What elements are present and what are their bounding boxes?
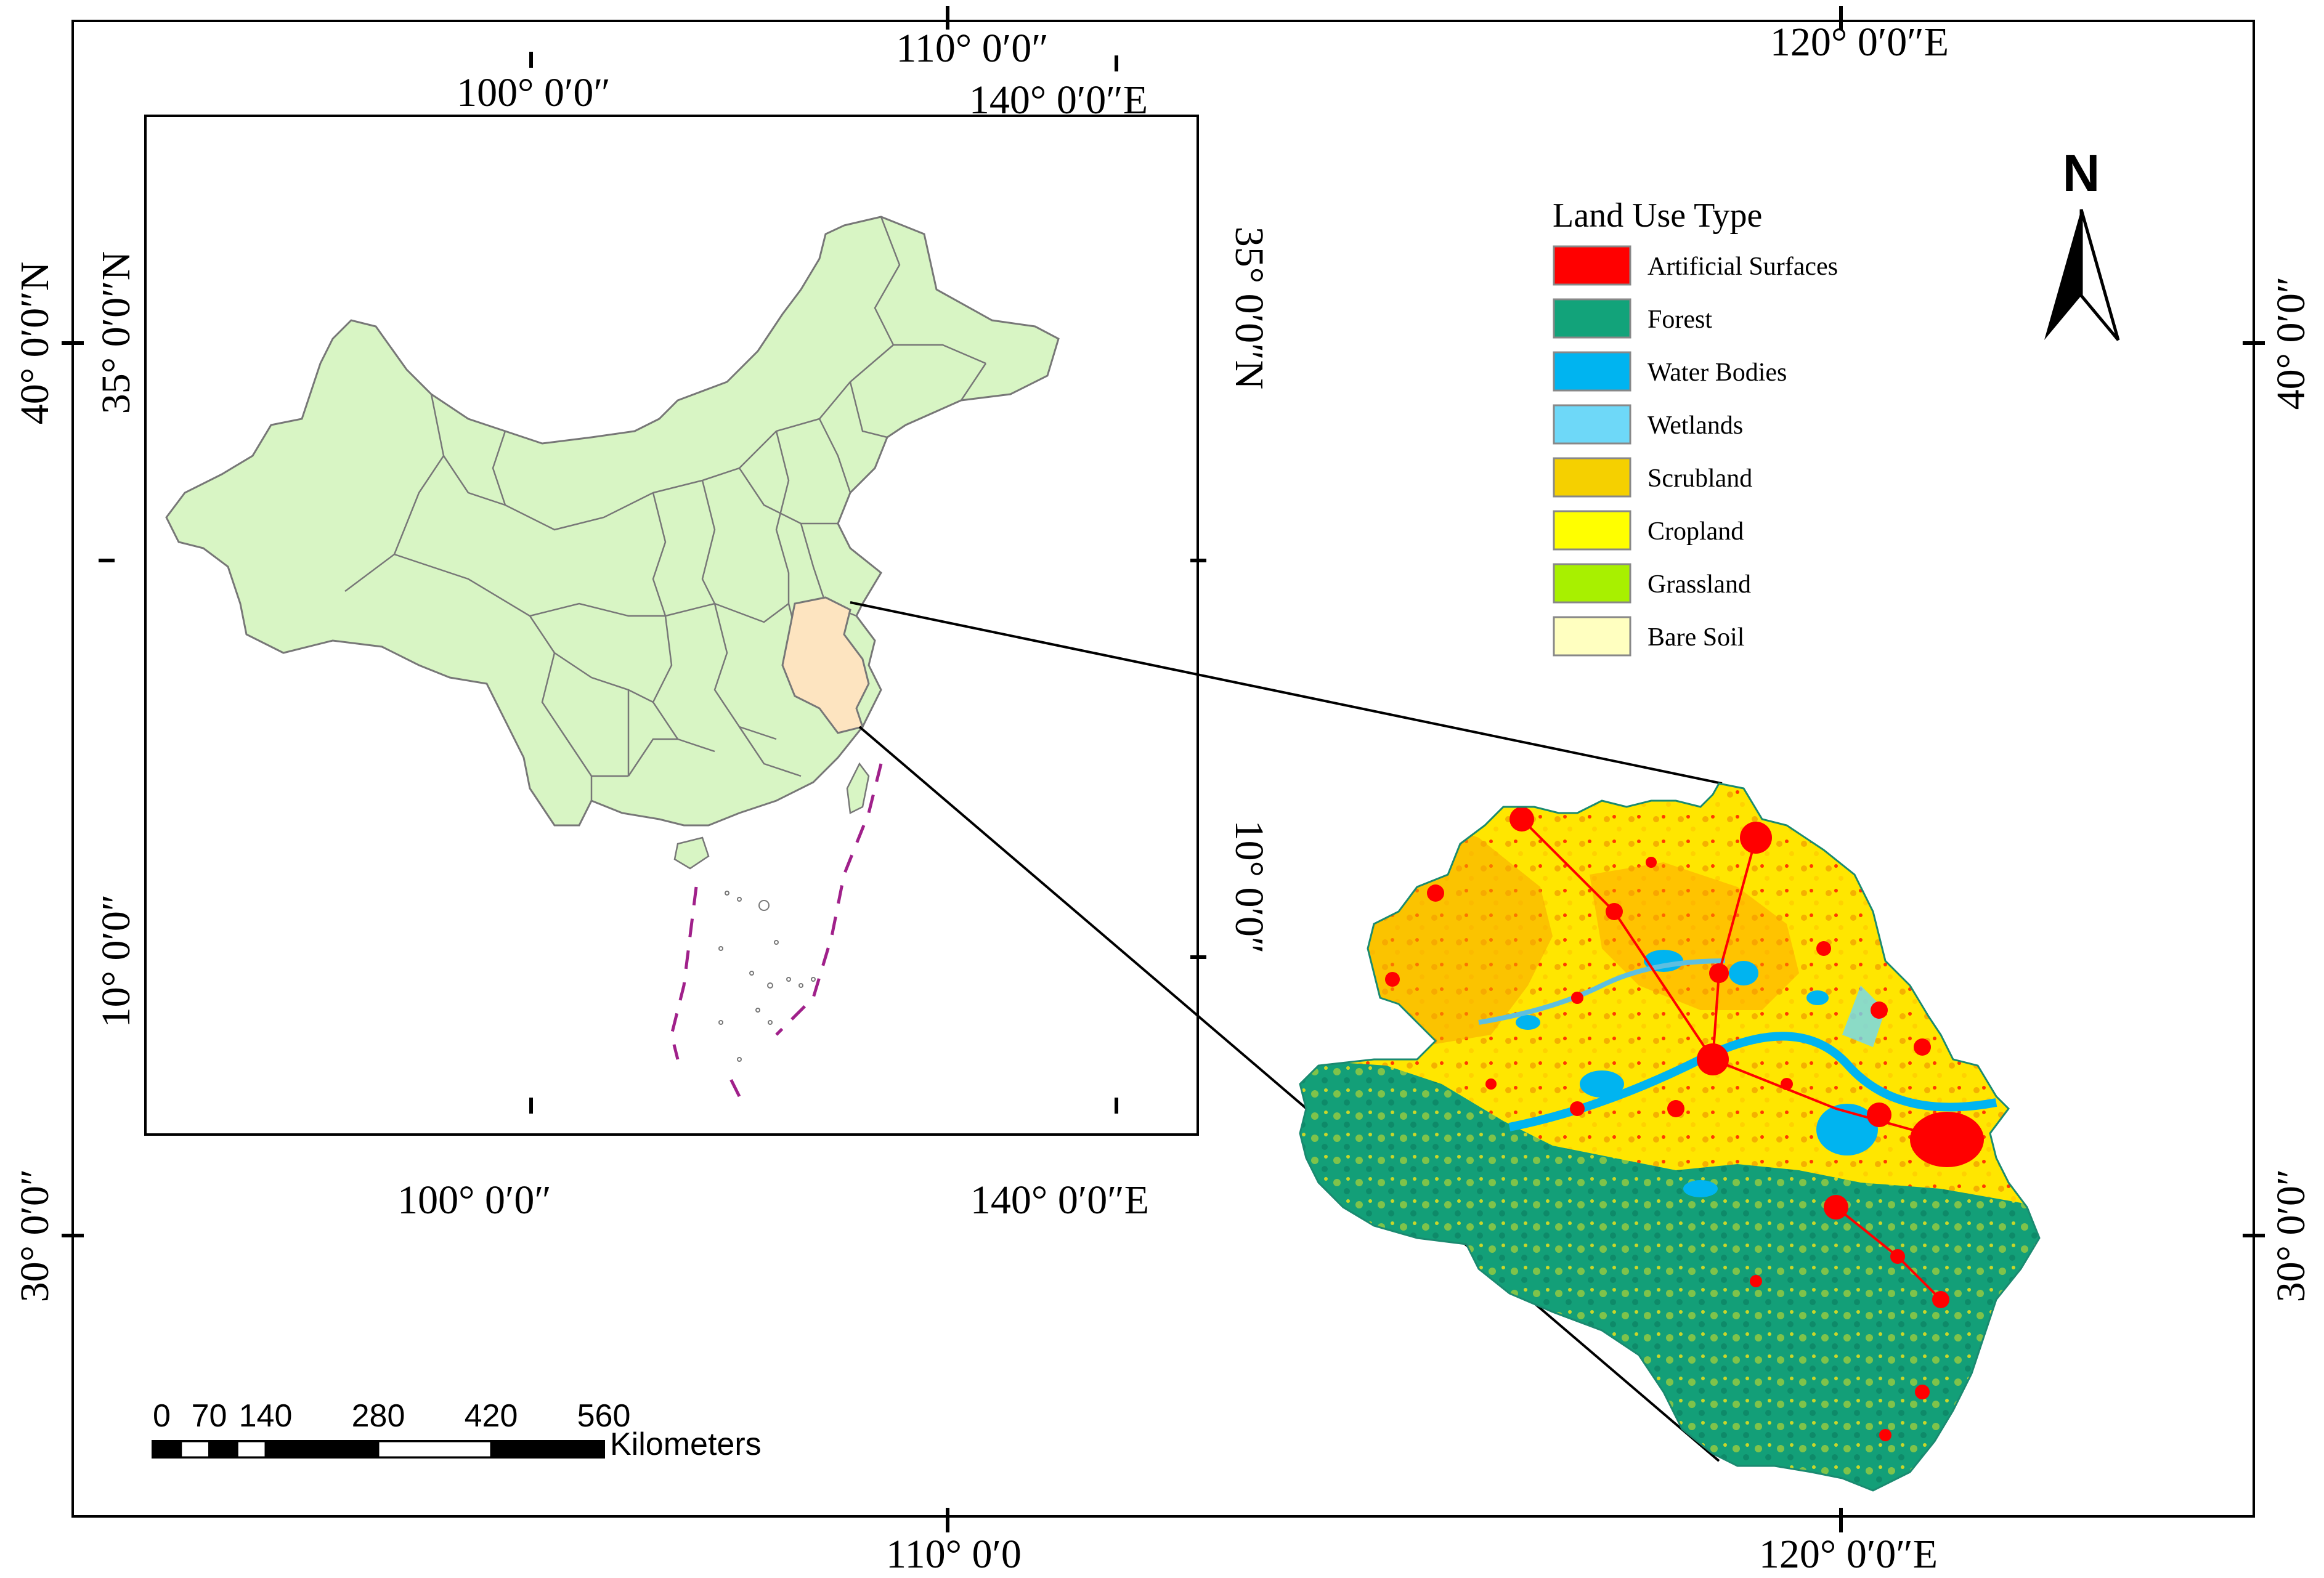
scale-bar-segment <box>180 1440 210 1459</box>
legend-label: Grassland <box>1648 570 1751 599</box>
scale-bar-segment <box>152 1440 182 1459</box>
scale-tick-label: 70 <box>192 1398 227 1434</box>
legend-label: Scrubland <box>1648 464 1752 493</box>
inset-right-label-10: 10° 0′0″ <box>1227 820 1272 954</box>
scale-tick-label: 560 <box>577 1398 631 1434</box>
scale-tick-label: 280 <box>352 1398 405 1434</box>
scale-bar-segment <box>236 1440 267 1459</box>
north-arrow-left-half <box>2044 209 2081 340</box>
inset-top-label-100: 100° 0′0″ <box>457 70 611 115</box>
outer-left-label-30: 30° 0′0″ <box>12 1169 57 1303</box>
legend-label: Water Bodies <box>1648 358 1787 387</box>
legend-swatch <box>1553 351 1631 392</box>
inset-right-label-35: 35° 0′0″N <box>1227 227 1272 389</box>
scale-tick-label: 420 <box>465 1398 518 1434</box>
inset-bottom-label-100: 100° 0′0″ <box>397 1178 551 1223</box>
outer-left-label-40: 40° 0′0″N <box>12 262 57 424</box>
legend-title: Land Use Type <box>1553 196 1762 235</box>
water-bodies-areas <box>1516 950 1878 1197</box>
scale-bar-segments <box>152 1440 605 1459</box>
scale-bar-segment <box>264 1440 380 1459</box>
scale-tick-label: 140 <box>239 1398 293 1434</box>
outer-map-frame <box>71 20 2255 1518</box>
scale-bar-tick-labels: 0 70 140 280 420 560 <box>153 1398 630 1434</box>
legend-label: Forest <box>1648 305 1712 334</box>
legend-label: Artificial Surfaces <box>1648 253 1838 281</box>
yangtze-river <box>1508 1032 1997 1131</box>
legend-label: Cropland <box>1648 517 1744 546</box>
hainan-island <box>673 836 710 870</box>
outer-top-label-110: 110° 0′0″ <box>896 26 1048 71</box>
legend-swatch <box>1553 404 1631 445</box>
study-area-highlight <box>781 596 870 734</box>
inset-left-label-35: 35° 0′0″N <box>94 251 139 414</box>
outer-bottom-label-120: 120° 0′0″E <box>1759 1532 1938 1575</box>
north-arrow-label: N <box>2063 144 2100 202</box>
north-arrow-right-half <box>2079 209 2120 341</box>
scale-bar-segment <box>490 1440 605 1459</box>
scale-bar-segment <box>377 1440 492 1459</box>
outer-frame-ticks <box>62 6 2265 1532</box>
legend-label: Wetlands <box>1648 411 1743 440</box>
legend-swatch <box>1553 510 1631 551</box>
inset-frame-ticks <box>99 52 1206 1114</box>
legend-swatch <box>1553 616 1631 657</box>
outer-right-label-30: 30° 0′0″ <box>2269 1169 2314 1303</box>
legend-items: Artificial Surfaces Forest Water Bodies Wet… <box>1553 245 1838 657</box>
legend-swatch <box>1553 457 1631 498</box>
inset-top-label-140: 140° 0′0″E <box>969 78 1148 123</box>
outer-bottom-label-110: 110° 0′0 <box>886 1532 1022 1575</box>
legend: Land Use Type Artificial Surfaces Forest W… <box>1553 196 1838 657</box>
south-sea-islands <box>718 891 816 1062</box>
outer-top-label-120: 120° 0′0″E <box>1770 20 1949 65</box>
taiwan-island <box>846 762 870 814</box>
legend-swatch <box>1553 563 1631 604</box>
scale-tick-label: 0 <box>153 1398 171 1434</box>
legend-swatch <box>1553 245 1631 286</box>
scale-bar-segment <box>208 1440 238 1459</box>
inset-bottom-label-140: 140° 0′0″E <box>970 1178 1149 1223</box>
legend-swatch <box>1553 298 1631 339</box>
study-area-outline <box>1299 782 2041 1492</box>
legend-label: Bare Soil <box>1648 623 1744 652</box>
north-arrow: N <box>2044 144 2120 341</box>
zoom-connector-lines <box>850 601 1723 1462</box>
inset-left-label-10: 10° 0′0″ <box>94 894 139 1028</box>
south-china-sea-boundary <box>670 763 883 1098</box>
scale-bar: 0 70 140 280 420 560 Kilometers <box>152 1398 762 1462</box>
outer-right-label-40: 40° 0′0″ <box>2269 277 2314 410</box>
scale-bar-unit: Kilometers <box>610 1426 762 1462</box>
land-use-map <box>1300 783 2039 1491</box>
